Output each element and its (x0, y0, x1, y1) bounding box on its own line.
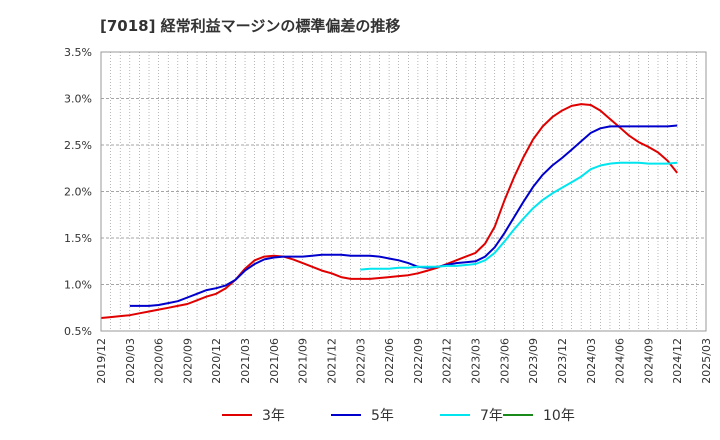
y-tick-label: 3.0% (64, 93, 92, 106)
legend-swatch (331, 414, 361, 416)
x-tick-label: 2022/03 (354, 338, 367, 384)
legend-label: 10年 (543, 408, 575, 424)
x-tick-label: 2020/12 (210, 338, 223, 384)
x-tick-label: 2023/03 (470, 338, 483, 384)
x-tick-label: 2025/03 (700, 338, 713, 384)
legend-label: 3年 (262, 408, 285, 424)
legend-label: 7年 (480, 408, 503, 424)
chart-title: [7018] 経常利益マージンの標準偏差の推移 (100, 17, 401, 35)
y-tick-label: 1.5% (64, 232, 92, 245)
x-tick-label: 2021/12 (325, 338, 338, 384)
x-tick-label: 2019/12 (95, 338, 108, 384)
x-tick-label: 2023/12 (556, 338, 569, 384)
legend-swatch (222, 414, 252, 416)
x-tick-label: 2020/09 (181, 338, 194, 384)
series-lines (100, 103, 678, 319)
x-tick-label: 2022/06 (383, 338, 396, 384)
x-tick-label: 2022/09 (412, 338, 425, 384)
x-tick-label: 2022/12 (441, 338, 454, 384)
legend-swatch (503, 414, 533, 416)
x-tick-label: 2024/09 (642, 338, 655, 384)
y-tick-label: 0.5% (64, 325, 92, 338)
x-tick-label: 2020/03 (124, 338, 137, 384)
x-tick-label: 2024/03 (585, 338, 598, 384)
y-tick-label: 1.0% (64, 279, 92, 292)
x-tick-label: 2023/06 (498, 338, 511, 384)
x-tick-label: 2024/06 (614, 338, 627, 384)
x-axis: 2019/12 2020/03 2020/06 2020/09 2020/12 2021/… (95, 338, 713, 384)
series-line (360, 161, 678, 271)
legend-label: 5年 (371, 408, 394, 424)
y-tick-label: 2.0% (64, 186, 92, 199)
y-tick-label: 3.5% (64, 46, 92, 59)
legend-swatch (440, 414, 470, 416)
series-line (100, 103, 678, 319)
x-tick-label: 2021/03 (239, 338, 252, 384)
y-tick-label: 2.5% (64, 139, 92, 152)
x-tick-label: 2023/09 (527, 338, 540, 384)
x-tick-label: 2020/06 (153, 338, 166, 384)
y-axis: 3.5% 3.0% 2.5% 2.0% 1.5% 1.0% 0.5% (64, 46, 92, 338)
x-tick-label: 2024/12 (671, 338, 684, 384)
grid (100, 51, 707, 332)
legend: 3年 5年 7年 10年 (0, 400, 720, 430)
x-tick-label: 2021/06 (268, 338, 281, 384)
x-tick-label: 2021/09 (297, 338, 310, 384)
series-line (129, 124, 678, 307)
plot-border (100, 51, 707, 332)
